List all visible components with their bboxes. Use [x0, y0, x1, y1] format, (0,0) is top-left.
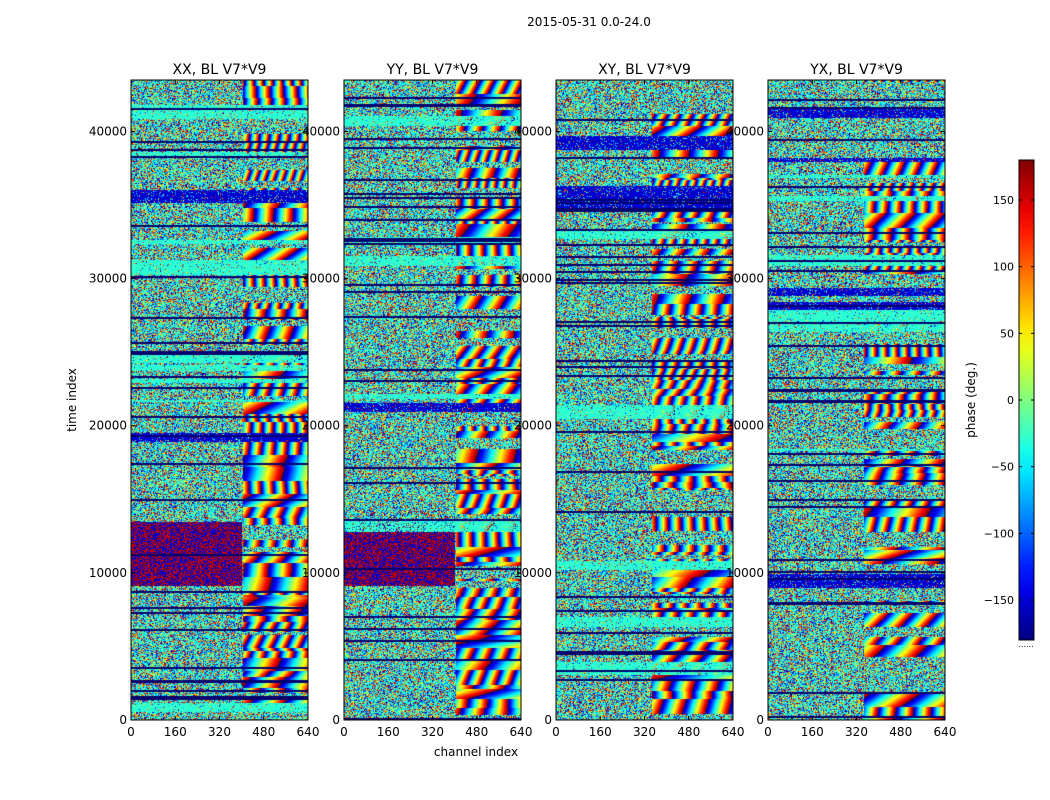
colorbar-footer: ...... [1018, 640, 1033, 649]
phase-heatmap [556, 80, 733, 720]
y-tick-label: 40000 [302, 124, 340, 138]
colorbar-tick-label: 100 [993, 261, 1014, 274]
panel-2: XY, BL V7*V9 0 160 320 480 640 0 10000 20000 3000… [514, 62, 745, 739]
y-tick-label: 20000 [514, 419, 552, 433]
y-axis-label: time index [65, 368, 79, 432]
y-tick-label: 0 [756, 713, 764, 727]
phase-heatmap [131, 80, 308, 720]
y-tick-label: 0 [332, 713, 340, 727]
x-tick-label: 640 [934, 725, 957, 739]
x-tick-label: 160 [801, 725, 824, 739]
colorbar-tick-label: 0 [1007, 394, 1014, 407]
y-tick-label: 30000 [302, 272, 340, 286]
y-tick-label: 10000 [726, 566, 764, 580]
x-tick-label: 320 [633, 725, 656, 739]
x-tick-label: 480 [465, 725, 488, 739]
y-tick-label: 30000 [89, 272, 127, 286]
panel-title: XY, BL V7*V9 [598, 62, 691, 78]
figure-suptitle: 2015-05-31 0.0-24.0 [527, 15, 651, 29]
y-tick-label: 10000 [89, 566, 127, 580]
y-tick-label: 30000 [514, 272, 552, 286]
panel-0: XX, BL V7*V9 0 160 320 480 640 0 10000 20000 3000… [89, 62, 320, 739]
phase-heatmap [768, 80, 945, 720]
x-axis-label: channel index [434, 745, 518, 759]
y-tick-label: 0 [119, 713, 127, 727]
colorbar: −150 −100 −50 0 50 100 150 [984, 159, 1035, 641]
panel-title: YX, BL V7*V9 [809, 62, 903, 78]
panel-title: XX, BL V7*V9 [173, 62, 267, 78]
y-tick-label: 20000 [726, 419, 764, 433]
x-tick-label: 480 [677, 725, 700, 739]
x-tick-label: 480 [252, 725, 275, 739]
x-tick-label: 320 [845, 725, 868, 739]
x-tick-label: 320 [421, 725, 444, 739]
colorbar-tick-label: −50 [991, 461, 1014, 474]
x-tick-label: 0 [552, 725, 560, 739]
x-tick-label: 0 [127, 725, 135, 739]
panel-title: YY, BL V7*V9 [386, 62, 479, 78]
x-tick-label: 0 [340, 725, 348, 739]
colorbar-tick-label: 150 [993, 194, 1014, 207]
y-tick-label: 30000 [726, 272, 764, 286]
panels: XX, BL V7*V9 0 160 320 480 640 0 10000 20000 3000… [89, 62, 957, 739]
x-tick-label: 160 [377, 725, 400, 739]
y-tick-label: 40000 [514, 124, 552, 138]
y-tick-label: 40000 [726, 124, 764, 138]
y-tick-label: 20000 [302, 419, 340, 433]
y-tick-label: 10000 [514, 566, 552, 580]
x-tick-label: 160 [164, 725, 187, 739]
x-tick-label: 640 [722, 725, 745, 739]
y-tick-label: 10000 [302, 566, 340, 580]
y-tick-label: 0 [544, 713, 552, 727]
panel-1: YY, BL V7*V9 0 160 320 480 640 0 10000 20000 3000… [302, 62, 533, 739]
x-tick-label: 320 [208, 725, 231, 739]
x-tick-label: 640 [510, 725, 533, 739]
colorbar-tick-label: −150 [984, 594, 1014, 607]
y-tick-label: 40000 [89, 124, 127, 138]
x-tick-label: 160 [589, 725, 612, 739]
x-tick-label: 0 [764, 725, 772, 739]
y-tick-label: 20000 [89, 419, 127, 433]
colorbar-tick-label: −100 [984, 527, 1014, 540]
colorbar-tick-label: 50 [1000, 327, 1014, 340]
x-tick-label: 480 [889, 725, 912, 739]
panel-3: YX, BL V7*V9 0 160 320 480 640 0 10000 20000 3000… [726, 62, 957, 739]
x-tick-label: 640 [297, 725, 320, 739]
colorbar-label: phase (deg.) [964, 362, 978, 438]
phase-heatmap [344, 80, 521, 720]
